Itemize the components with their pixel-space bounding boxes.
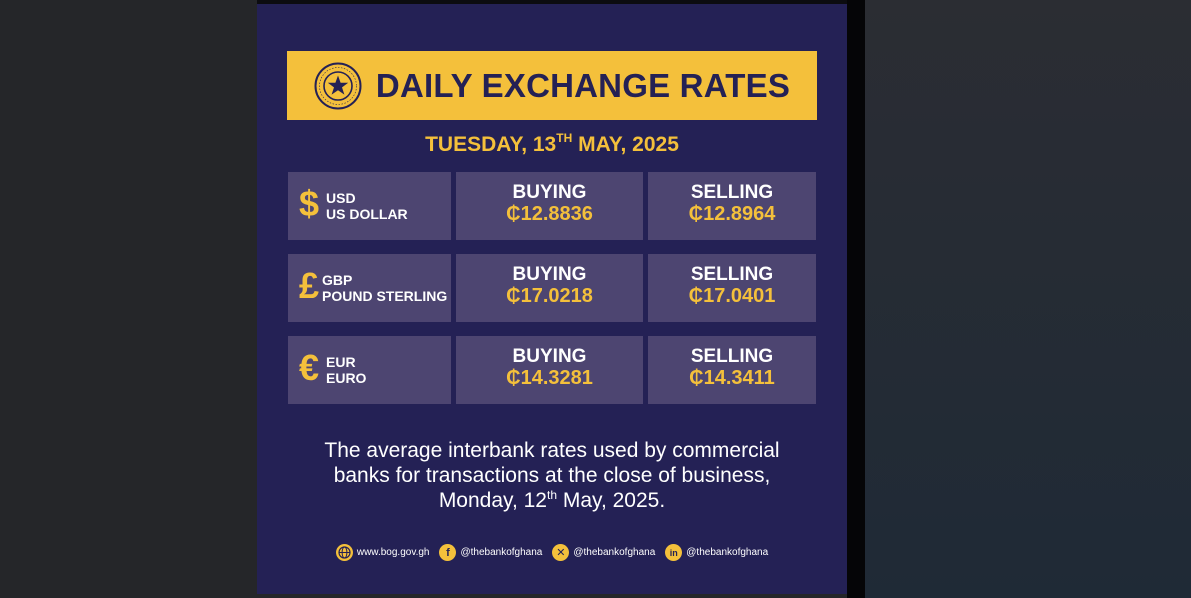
currency-text: GBP POUND STERLING [322,272,447,304]
facebook-icon: f [439,544,457,561]
x-icon: ✕ [552,544,570,561]
buying-block: BUYING ₵12.8836 [456,182,643,225]
facebook-link[interactable]: @thebankofghana [460,547,543,558]
rate-row-usd: $ USD US DOLLAR BUYING ₵12.8836 SELLING … [288,172,816,240]
linkedin-icon: in [665,544,683,561]
rate-row-eur: € EUR EURO BUYING ₵14.3281 SELLING ₵14.3… [288,336,816,404]
date-suffix: TH [556,131,573,145]
currency-name: EURO [326,370,367,386]
rate-row-gbp: £ GBP POUND STERLING BUYING ₵17.0218 SEL… [288,254,816,322]
buying-label: BUYING [512,264,587,285]
selling-value: ₵14.3411 [689,367,775,389]
page-title: DAILY EXCHANGE RATES [375,66,791,104]
note-date-suffix: th [547,488,558,502]
buying-label: BUYING [512,182,587,203]
globe-icon [335,544,353,561]
date-prefix: TUESDAY, 13 [425,133,557,156]
social-facebook[interactable]: f @thebankofghana [439,544,542,561]
note-line-3: Monday, 12th May, 2025. [297,488,807,513]
selling-cell: SELLING ₵14.3411 [648,336,816,404]
note-line-2: banks for transactions at the close of b… [333,464,771,487]
x-link[interactable]: @thebankofghana [573,547,656,558]
selling-block: SELLING ₵12.8964 [648,182,816,225]
social-links: www.bog.gov.gh f @thebankofghana ✕ @theb… [257,544,847,561]
currency-name: US DOLLAR [326,206,408,222]
selling-block: SELLING ₵14.3411 [648,346,816,389]
buying-block: BUYING ₵17.0218 [456,264,643,307]
currency-cell: $ USD US DOLLAR [288,172,451,240]
top-edge [257,0,847,4]
buying-value: ₵17.0218 [506,285,593,307]
buying-label: BUYING [512,346,587,367]
pound-icon: £ [299,265,320,306]
social-linkedin[interactable]: in @thebankofghana [665,544,768,561]
selling-value: ₵17.0401 [688,285,776,307]
exchange-rates-card: DAILY EXCHANGE RATES TUESDAY, 13TH MAY, … [257,4,847,594]
selling-label: SELLING [690,182,774,203]
date-line: TUESDAY, 13TH MAY, 2025 [257,131,847,157]
social-x[interactable]: ✕ @thebankofghana [552,544,655,561]
currency-cell: £ GBP POUND STERLING [288,254,451,322]
euro-icon: € [299,347,320,388]
selling-cell: SELLING ₵17.0401 [648,254,816,322]
rates-note: The average interbank rates used by comm… [297,438,807,513]
buying-cell: BUYING ₵12.8836 [456,172,643,240]
buying-cell: BUYING ₵17.0218 [456,254,643,322]
selling-block: SELLING ₵17.0401 [648,264,816,307]
selling-cell: SELLING ₵12.8964 [648,172,816,240]
background-right [865,0,1191,598]
currency-code: GBP [322,272,353,288]
currency-text: EUR EURO [326,354,366,386]
dollar-icon: $ [299,183,320,224]
buying-cell: BUYING ₵14.3281 [456,336,643,404]
selling-label: SELLING [690,264,774,285]
title-banner: DAILY EXCHANGE RATES [287,51,817,120]
dark-strip [847,0,865,598]
note-date-rest: May, 2025. [557,489,666,512]
social-website[interactable]: www.bog.gov.gh [335,544,430,561]
note-line-1: The average interbank rates used by comm… [324,439,780,462]
currency-cell: € EUR EURO [288,336,451,404]
currency-code: USD [326,190,356,206]
note-date-prefix: Monday, 12 [438,489,547,512]
website-link[interactable]: www.bog.gov.gh [356,547,430,558]
buying-block: BUYING ₵14.3281 [456,346,643,389]
bank-seal-icon [314,62,362,109]
currency-text: USD US DOLLAR [326,190,408,222]
buying-value: ₵12.8836 [506,203,593,225]
linkedin-link[interactable]: @thebankofghana [686,547,769,558]
selling-label: SELLING [690,346,774,367]
currency-name: POUND STERLING [322,288,448,304]
selling-value: ₵12.8964 [688,203,776,225]
buying-value: ₵14.3281 [506,367,593,389]
date-rest: MAY, 2025 [578,133,679,156]
currency-code: EUR [326,354,356,370]
